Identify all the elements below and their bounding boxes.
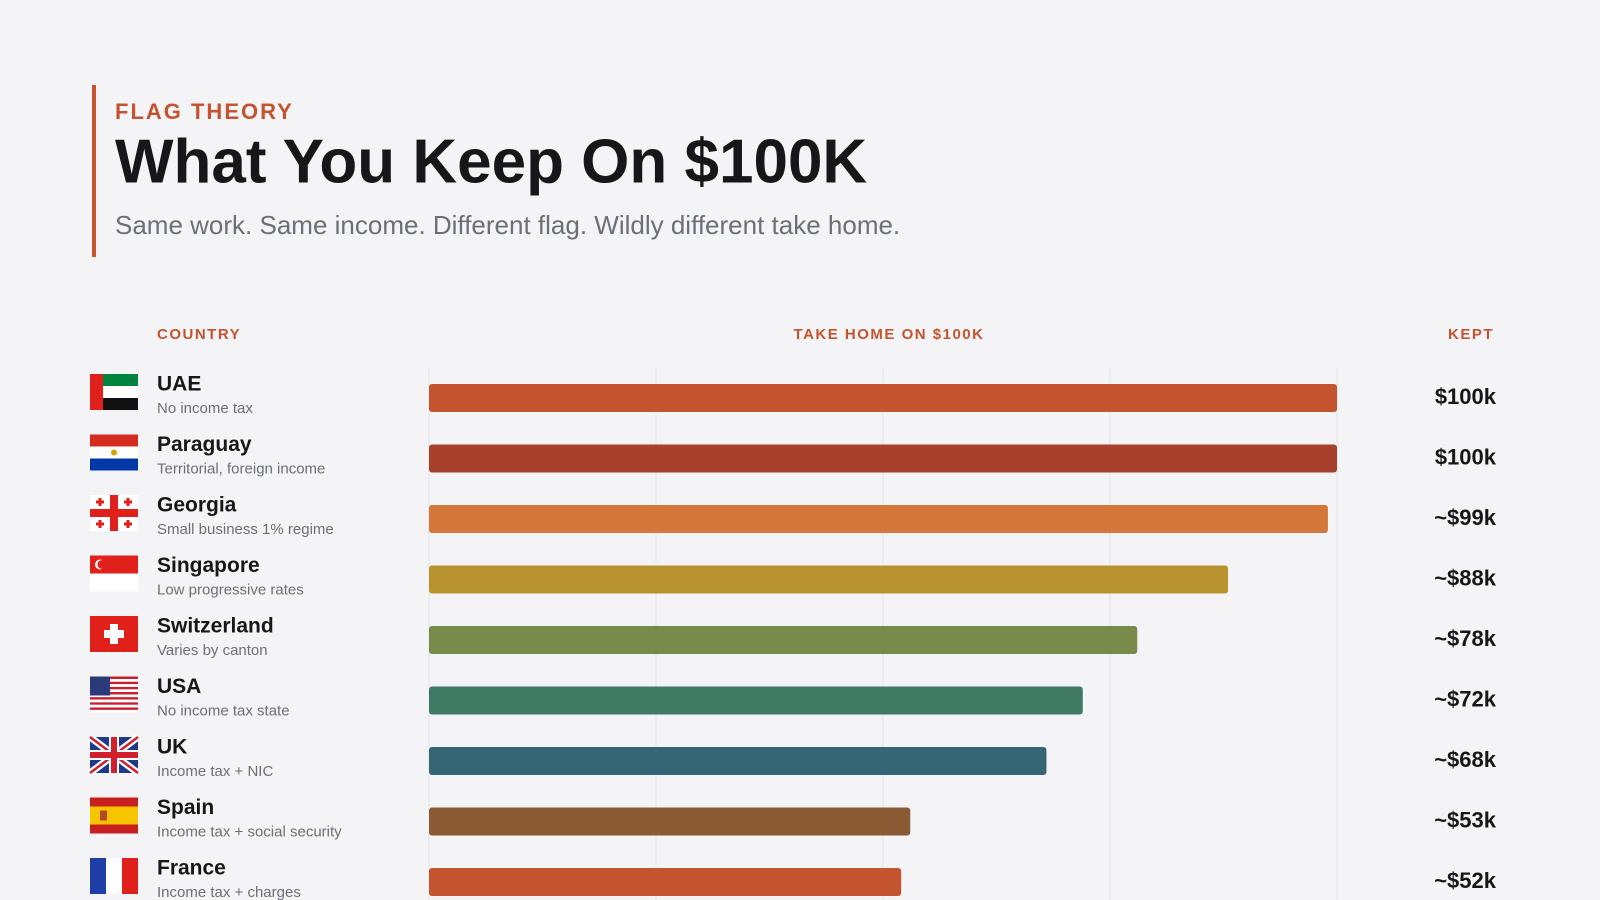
flag: [90, 555, 138, 592]
value-label: ~$52k: [1434, 868, 1497, 893]
value-label: ~$53k: [1434, 807, 1497, 832]
flag-part: [96, 522, 104, 526]
flag-part: [90, 752, 138, 758]
flag-part: [90, 824, 138, 834]
country-note: Varies by canton: [157, 642, 268, 659]
country-name: France: [157, 857, 226, 880]
flag-part: [90, 374, 103, 410]
value-label: ~$72k: [1434, 686, 1497, 711]
flag-part: [104, 630, 124, 638]
flag-part: [90, 684, 138, 687]
flag-part: [90, 689, 138, 692]
country-note: Small business 1% regime: [157, 521, 334, 538]
bar: [429, 505, 1328, 533]
flag-part: [90, 434, 138, 447]
country-note: Income tax + charges: [157, 884, 301, 900]
value-label: ~$78k: [1434, 626, 1497, 651]
flag-part: [124, 500, 132, 504]
flag: [90, 374, 138, 410]
flag-part: [90, 707, 138, 710]
country-name: UAE: [157, 373, 201, 396]
flag-part: [90, 676, 110, 696]
flag-part: [90, 681, 138, 685]
value-label: $100k: [1435, 444, 1497, 469]
flag: [90, 616, 138, 652]
flag: [90, 434, 138, 471]
flag-part: [90, 686, 138, 690]
flag-part: [90, 458, 138, 471]
flag-part: [90, 806, 138, 825]
country-note: Income tax + NIC: [157, 763, 273, 780]
country-note: No income tax state: [157, 702, 290, 719]
flag: [87, 734, 141, 776]
flag-part: [90, 858, 106, 894]
flag-part: [90, 797, 138, 807]
flag-part: [111, 449, 117, 456]
bar: [429, 807, 911, 836]
country-note: No income tax: [157, 400, 253, 417]
flag-part: [100, 810, 107, 821]
flag: [90, 676, 138, 713]
country-name: Paraguay: [157, 433, 252, 456]
country-name: Georgia: [157, 494, 237, 517]
flag-part: [90, 697, 138, 700]
country-note: Low progressive rates: [157, 581, 304, 598]
bar: [429, 747, 1047, 775]
column-header: COUNTRY: [157, 326, 241, 343]
bar: [429, 565, 1229, 594]
eyebrow: FLAG THEORY: [115, 99, 294, 124]
flag-part: [90, 699, 138, 703]
flag-part: [90, 702, 138, 705]
flag-part: [96, 500, 104, 504]
subtitle: Same work. Same income. Different flag. …: [115, 210, 900, 240]
flag-part: [90, 573, 138, 592]
country-name: Spain: [157, 796, 214, 819]
flag-part: [90, 676, 138, 680]
value-label: ~$88k: [1434, 565, 1497, 590]
value-label: ~$99k: [1434, 505, 1497, 530]
chart-title: What You Keep On $100K: [115, 127, 867, 196]
bar: [429, 384, 1337, 412]
flag-part: [122, 858, 138, 894]
country-note: Territorial, foreign income: [157, 460, 325, 477]
value-label: $100k: [1435, 384, 1497, 409]
flag-part: [106, 858, 122, 894]
value-label: ~$68k: [1434, 747, 1497, 772]
bar: [429, 868, 902, 896]
country-note: Income tax + social security: [157, 823, 342, 840]
bar: [429, 686, 1083, 715]
accent-bar: [92, 85, 96, 257]
flag-part: [90, 691, 138, 695]
country-name: Switzerland: [157, 615, 274, 638]
country-name: UK: [157, 736, 187, 759]
flag: [90, 495, 138, 531]
country-name: USA: [157, 675, 201, 698]
flag-part: [90, 694, 138, 698]
flag: [90, 858, 138, 894]
bar: [429, 444, 1337, 473]
flag: [90, 797, 138, 834]
column-header: KEPT: [1448, 326, 1494, 343]
bar: [429, 626, 1138, 654]
flag-part: [90, 509, 138, 517]
country-name: Singapore: [157, 554, 260, 577]
flag-part: [97, 560, 107, 569]
flag-part: [90, 709, 138, 713]
flag-part: [90, 679, 138, 682]
flag-part: [124, 522, 132, 526]
flag-part: [90, 704, 138, 708]
column-header: TAKE HOME ON $100K: [794, 326, 985, 343]
